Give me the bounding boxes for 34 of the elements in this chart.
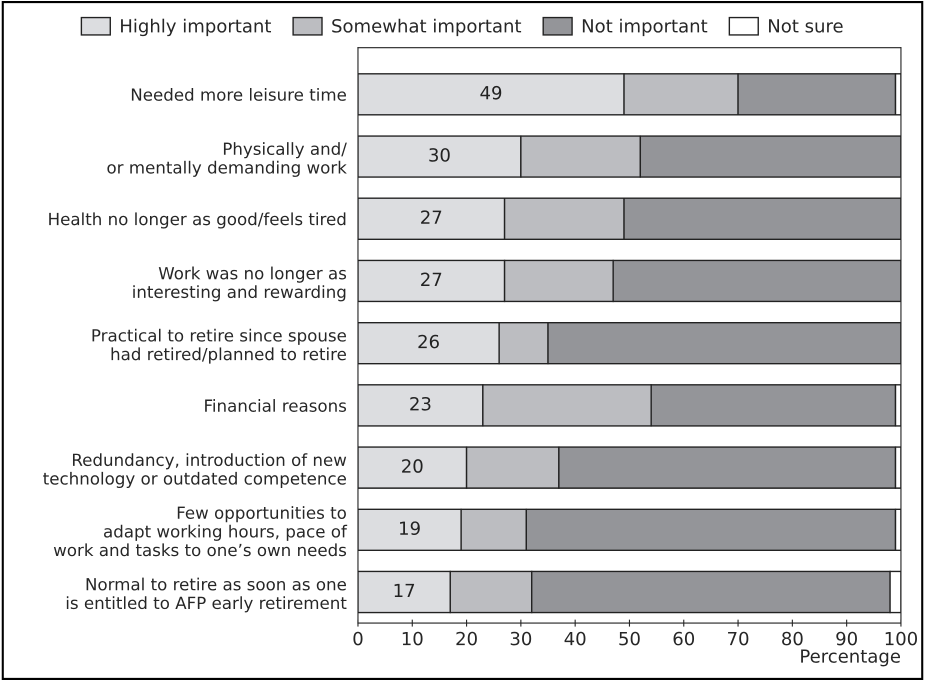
y-tick-label: Financial reasons [205, 399, 346, 412]
y-tick-label: Work was no longer as interesting and rewarding [133, 266, 346, 302]
data-label: 26 [418, 334, 439, 348]
legend-label: Not sure [769, 19, 843, 33]
y-tick-label: Redundancy, introduction of new technology or outdated competence [43, 453, 346, 488]
legend-label: Highly important [121, 18, 272, 36]
x-tick-label: 40 [564, 632, 586, 646]
data-label: 23 [410, 396, 430, 411]
x-tick-label: 60 [674, 632, 694, 646]
y-tick-label: Physically and/ or mentally demanding work [107, 142, 347, 177]
x-tick-label: 80 [782, 632, 803, 646]
data-label: 27 [421, 210, 442, 224]
data-label: 30 [429, 148, 450, 162]
legend-label: Not important [582, 18, 708, 36]
x-tick-label: 50 [619, 632, 640, 646]
x-tick-label: 100 [886, 632, 917, 646]
data-label: 20 [402, 459, 423, 473]
x-axis-title: Percentage [801, 649, 900, 666]
data-label: 19 [400, 521, 420, 536]
x-tick-label: 90 [836, 632, 857, 646]
data-label: 27 [421, 272, 442, 286]
x-tick-label: 0 [353, 632, 363, 646]
data-label: 17 [394, 584, 414, 597]
x-tick-label: 20 [456, 632, 477, 646]
y-tick-label: Health no longer as good/feels tired [49, 212, 346, 229]
x-tick-label: 30 [510, 632, 532, 646]
x-tick-label: 70 [728, 632, 748, 646]
data-label: 49 [480, 86, 502, 100]
legend-label: Somewhat important [332, 18, 522, 36]
y-tick-label: Needed more leisure time [132, 88, 346, 101]
y-tick-label: Normal to retire as soon as one is entitled to AFP early retirement [66, 578, 346, 612]
y-tick-label: Practical to retire since spouse had retired/planned to retire [92, 328, 346, 364]
x-tick-label: 10 [402, 632, 423, 646]
y-tick-label: Few opportunities to adapt working hours, pace of work and tasks to one’s own needs [54, 506, 348, 556]
